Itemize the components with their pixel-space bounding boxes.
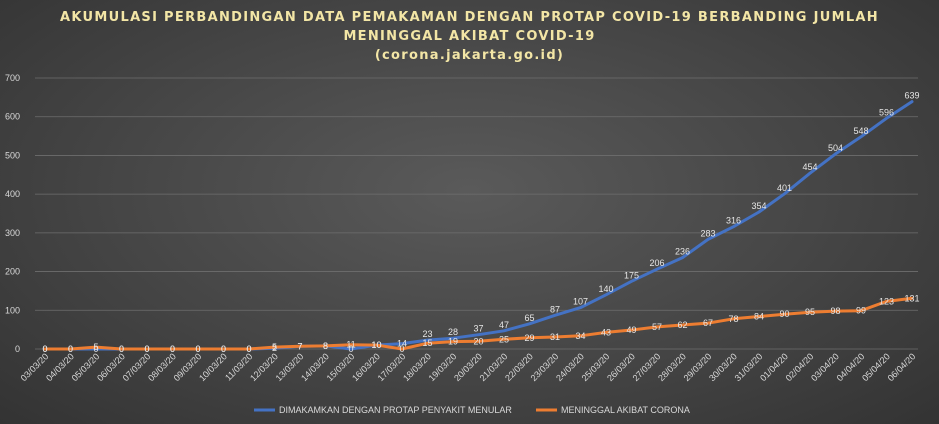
data-label-meninggal: 98 [830, 306, 840, 316]
data-label-meninggal: 29 [524, 333, 534, 343]
y-tick-label: 300 [5, 228, 20, 238]
data-label-meninggal: 10 [371, 340, 381, 350]
data-label-dimakamkan: 639 [904, 91, 919, 101]
data-label-dimakamkan: 0 [221, 344, 226, 354]
y-tick-label: 400 [5, 189, 20, 199]
data-label-meninggal: 0 [68, 344, 73, 354]
data-label-dimakamkan: 283 [700, 228, 715, 238]
y-tick-label: 100 [5, 305, 20, 315]
data-label-dimakamkan: 175 [624, 270, 639, 280]
data-label-meninggal: 31 [550, 332, 560, 342]
y-tick-label: 0 [15, 344, 20, 354]
data-label-dimakamkan: 401 [777, 183, 792, 193]
data-label-dimakamkan: 7 [297, 341, 302, 351]
y-tick-label: 500 [5, 150, 20, 160]
data-label-meninggal: 131 [904, 293, 919, 303]
data-label-meninggal: 99 [856, 306, 866, 316]
data-label-dimakamkan: 37 [473, 324, 483, 334]
data-label-dimakamkan: 23 [422, 329, 432, 339]
data-label-meninggal: 43 [601, 327, 611, 337]
series-line-meninggal [43, 296, 914, 351]
data-label-meninggal: 0 [221, 344, 226, 354]
data-label-dimakamkan: 0 [246, 344, 251, 354]
data-label-meninggal: 90 [779, 309, 789, 319]
data-label-dimakamkan: 0 [119, 344, 124, 354]
data-label-dimakamkan: 65 [524, 313, 534, 323]
data-label-meninggal: 0 [119, 344, 124, 354]
data-label-meninggal: 57 [652, 322, 662, 332]
data-label-dimakamkan: 0 [144, 344, 149, 354]
data-label-dimakamkan: 316 [726, 216, 741, 226]
data-label-meninggal: 19 [448, 337, 458, 347]
data-label-meninggal: 8 [323, 341, 328, 351]
data-label-dimakamkan: 206 [649, 258, 664, 268]
data-label-dimakamkan: 8 [323, 341, 328, 351]
data-label-dimakamkan: 0 [93, 344, 98, 354]
data-label-meninggal: 0 [246, 344, 251, 354]
data-label-meninggal: 67 [703, 318, 713, 328]
data-label-meninggal: 84 [754, 311, 764, 321]
data-label-meninggal: 0 [144, 344, 149, 354]
data-label-meninggal: 5 [272, 342, 277, 352]
data-label-meninggal: 49 [626, 325, 636, 335]
data-label-meninggal: 62 [677, 320, 687, 330]
data-label-dimakamkan: 0 [348, 344, 353, 354]
data-label-dimakamkan: 454 [802, 162, 817, 172]
data-label-meninggal: 95 [805, 307, 815, 317]
data-label-meninggal: 0 [399, 344, 404, 354]
data-label-dimakamkan: 107 [573, 297, 588, 307]
y-tick-label: 600 [5, 112, 20, 122]
data-label-meninggal: 20 [473, 336, 483, 346]
data-label-meninggal: 78 [728, 314, 738, 324]
data-label-meninggal: 25 [499, 334, 509, 344]
data-label-dimakamkan: 236 [675, 247, 690, 257]
data-label-dimakamkan: 10 [371, 340, 381, 350]
y-tick-label: 200 [5, 267, 20, 277]
x-tick-label: 10/03/20 [197, 351, 229, 383]
data-label-dimakamkan: 87 [550, 304, 560, 314]
legend-label-meninggal: MENINGGAL AKIBAT CORONA [561, 405, 690, 415]
data-label-meninggal: 123 [879, 296, 894, 306]
chart-title-line2: MENINGGAL AKIBAT COVID-19 [343, 29, 596, 44]
data-label-meninggal: 15 [422, 338, 432, 348]
data-label-dimakamkan: 0 [42, 344, 47, 354]
data-label-meninggal: 0 [195, 344, 200, 354]
data-label-meninggal: 34 [575, 331, 585, 341]
data-label-dimakamkan: 596 [879, 107, 894, 117]
data-label-meninggal: 0 [42, 344, 47, 354]
data-label-dimakamkan: 2 [272, 343, 277, 353]
data-label-dimakamkan: 0 [170, 344, 175, 354]
y-tick-label: 700 [5, 73, 20, 83]
data-label-dimakamkan: 0 [195, 344, 200, 354]
data-label-dimakamkan: 14 [397, 339, 407, 349]
data-label-dimakamkan: 504 [828, 143, 843, 153]
data-label-meninggal: 11 [346, 340, 355, 350]
data-label-dimakamkan: 354 [751, 201, 766, 211]
data-label-dimakamkan: 47 [499, 320, 509, 330]
chart-subtitle: (corona.jakarta.go.id) [374, 48, 565, 63]
legend-label-dimakamkan: DIMAKAMKAN DENGAN PROTAP PENYAKIT MENULA… [279, 405, 512, 415]
x-tick-label: 06/04/20 [886, 351, 918, 383]
data-label-dimakamkan: 140 [598, 284, 613, 294]
chart-title: AKUMULASI PERBANDINGAN DATA PEMAKAMAN DE… [60, 10, 879, 25]
data-label-meninggal: 0 [170, 344, 175, 354]
data-label-meninggal: 7 [297, 341, 302, 351]
data-label-dimakamkan: 28 [448, 327, 458, 337]
data-label-dimakamkan: 0 [68, 344, 73, 354]
data-label-meninggal: 5 [93, 342, 98, 352]
data-label-dimakamkan: 548 [853, 126, 868, 136]
